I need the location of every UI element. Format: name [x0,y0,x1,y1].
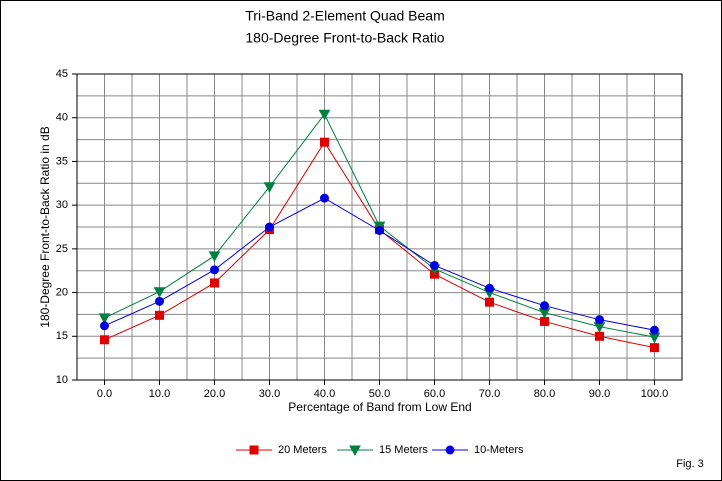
data-point [650,325,659,335]
data-point [100,335,109,345]
x-axis-title: Percentage of Band from Low End [288,400,471,414]
data-point [265,222,274,232]
x-tick-label: 70.0 [479,388,500,400]
data-point [210,265,219,275]
x-tick-label: 50.0 [369,388,390,400]
x-tick-label: 20.0 [204,388,225,400]
legend-marker [349,445,361,457]
y-tick-label: 40 [56,112,68,124]
data-point [430,260,439,270]
x-tick-label: 30.0 [259,388,280,400]
data-point [485,283,494,293]
data-point [155,296,164,306]
x-tick-label: 60.0 [424,388,445,400]
data-point [263,182,276,193]
data-point [320,193,329,203]
data-point [650,343,659,353]
y-tick-label: 30 [56,199,68,211]
x-tick-label: 0.0 [97,388,112,400]
y-tick-label: 10 [56,374,68,386]
data-point [318,109,331,121]
x-tick-label: 10.0 [149,388,170,400]
data-point [208,251,221,262]
x-tick-label: 100.0 [641,388,669,400]
y-axis-title: 180-Degree Front-to-Back Ratio in dB [38,126,52,327]
y-tick-label: 20 [56,286,68,298]
y-tick-label: 45 [56,68,68,80]
x-tick-label: 40.0 [314,388,335,400]
chart-subtitle: 180-Degree Front-to-Back Ratio [245,30,444,46]
data-point [540,301,549,311]
chart-title: Tri-Band 2-Element Quad Beam [245,8,444,24]
note: Fig. 3 [676,458,704,470]
y-tick-label: 15 [56,330,68,342]
data-point [100,321,109,331]
data-point [375,225,384,235]
legend-marker [249,445,259,455]
legend-marker [445,445,455,455]
data-point [155,310,164,320]
legend-label: 15 Meters [379,444,428,456]
data-point [595,315,604,325]
data-point [595,331,604,341]
data-point [98,313,111,324]
data-point [485,297,494,307]
y-tick-label: 35 [56,155,68,167]
y-tick-label: 25 [56,243,68,255]
legend-label: 20 Meters [278,444,327,456]
data-point [210,278,219,288]
data-point [153,287,166,298]
legend-label: 10-Meters [474,444,524,456]
x-tick-label: 90.0 [589,388,610,400]
x-tick-label: 80.0 [534,388,555,400]
data-point [320,137,329,147]
